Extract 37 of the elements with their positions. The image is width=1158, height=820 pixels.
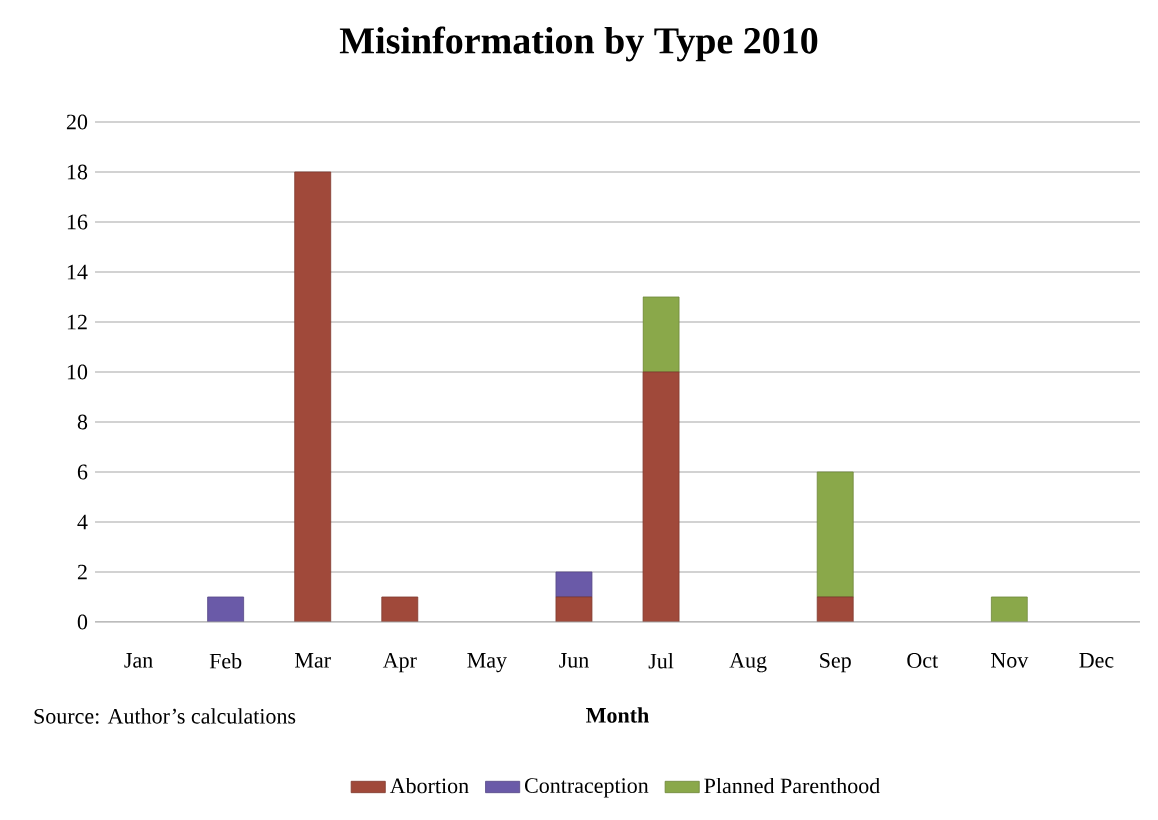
x-tick-label: Feb [209, 653, 242, 669]
x-tick-label: Mar [295, 653, 331, 668]
x-tick-label: Apr [382, 653, 417, 673]
legend-label: Contraception [525, 778, 649, 798]
x-tick-label: Aug [729, 653, 767, 673]
bar [555, 596, 593, 622]
bar [990, 596, 1028, 622]
bar [816, 596, 854, 622]
y-tick-label: 4 [77, 514, 88, 530]
bar [642, 296, 680, 373]
x-tick-label: Oct [907, 653, 939, 668]
y-tick-label: 8 [77, 414, 88, 430]
legend-label: Planned Parenthood [704, 777, 880, 794]
x-tick-label: Dec [1079, 653, 1114, 668]
x-axis-title: Month [586, 707, 649, 723]
y-tick-label: 12 [67, 314, 87, 330]
bar [642, 371, 680, 622]
x-tick-label: Sep [820, 653, 851, 673]
bar [294, 171, 332, 622]
source-note: Source: Author’s calculations [34, 708, 296, 724]
x-tick-label: Nov [991, 653, 1029, 668]
x-tick-label: Jul [648, 653, 674, 669]
bar [816, 471, 854, 598]
y-tick-label: 0 [77, 614, 88, 630]
chart-title: Misinformation by Type 2010 [339, 26, 818, 62]
y-tick-label: 6 [77, 464, 88, 480]
y-tick-label: 18 [67, 164, 88, 180]
x-tick-label: May [467, 653, 507, 673]
x-tick-label: Jan [124, 653, 153, 668]
bar [381, 596, 419, 622]
x-tick-label: Jun [559, 653, 589, 668]
y-tick-label: 14 [67, 264, 88, 280]
y-tick-label: 16 [67, 214, 88, 230]
y-tick-label: 2 [77, 564, 87, 580]
y-tick-label: 20 [66, 114, 88, 130]
y-tick-label: 10 [67, 364, 88, 380]
legend-label: Abortion [389, 777, 469, 794]
